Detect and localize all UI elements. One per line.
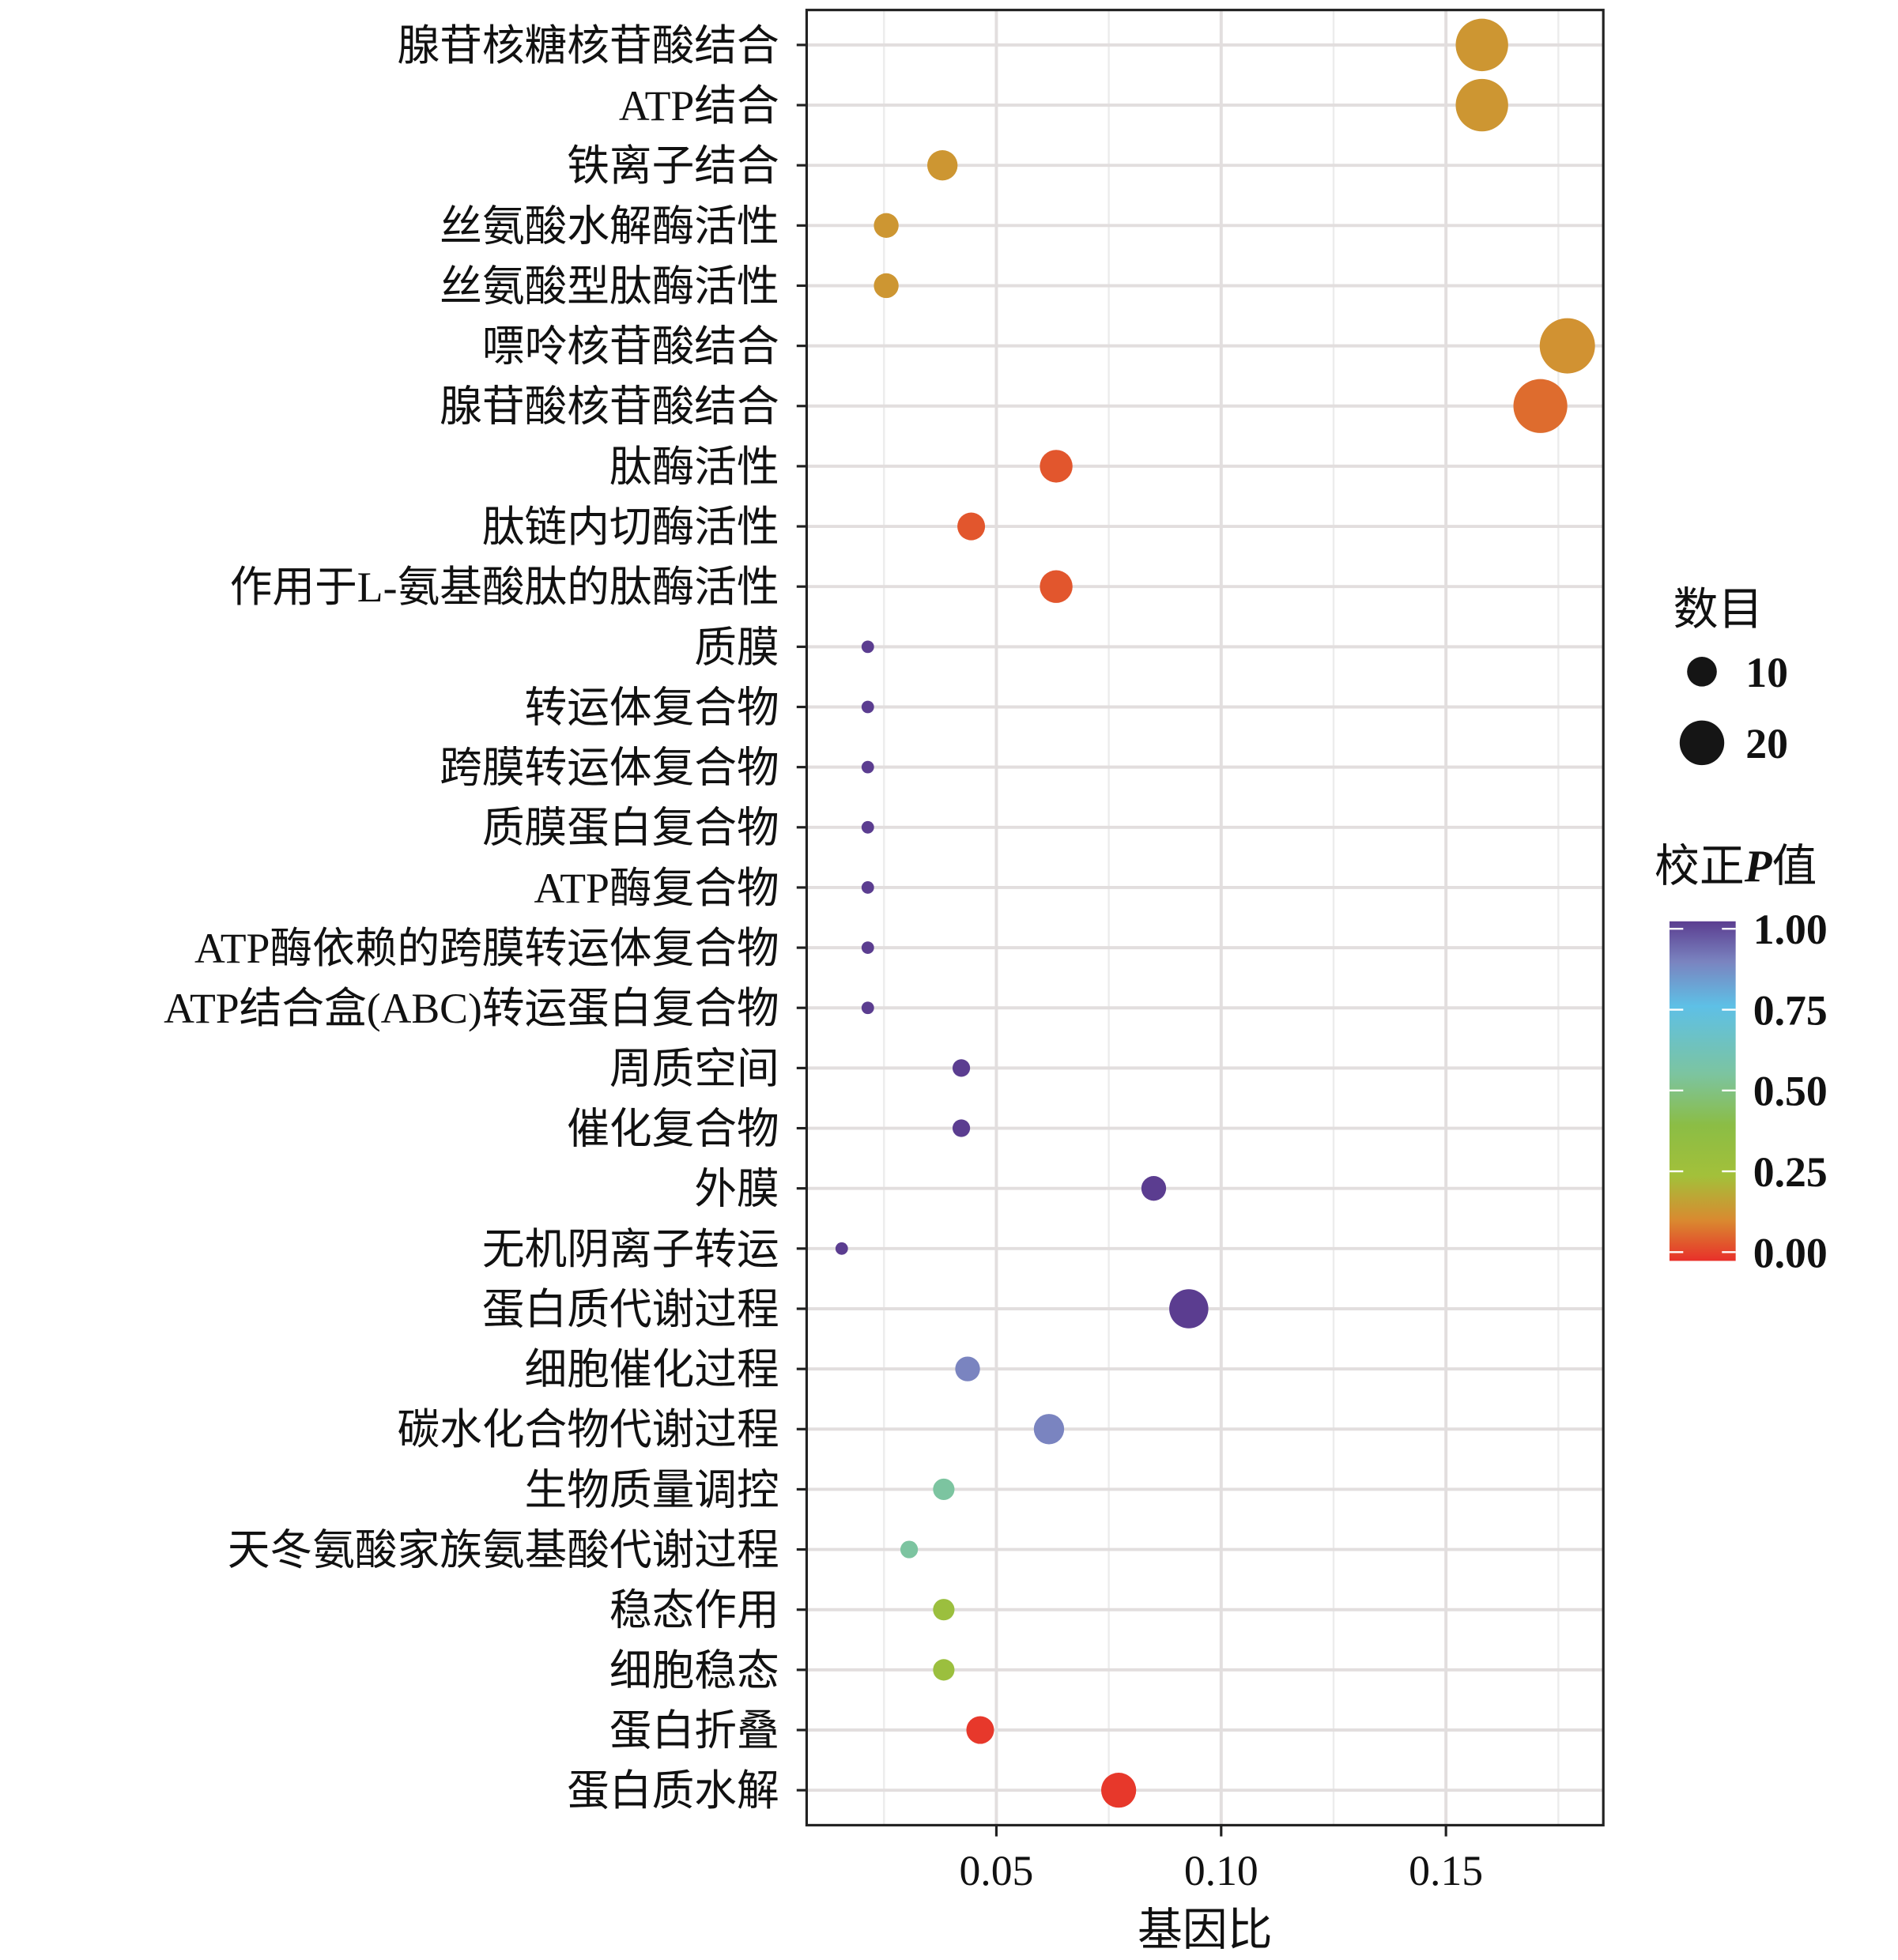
data-point xyxy=(835,1242,848,1255)
data-point xyxy=(861,1001,874,1015)
y-tick-label: ATP结合盒(ABC)转运蛋白复合物 xyxy=(164,985,779,1032)
x-tick-label: 0.15 xyxy=(1409,1847,1483,1894)
data-point xyxy=(1040,570,1073,603)
data-point xyxy=(926,149,958,181)
y-tick-label: 外膜 xyxy=(694,1166,779,1213)
y-tick-label: 稳态作用 xyxy=(609,1587,779,1634)
data-point xyxy=(900,1540,919,1559)
y-tick-label: 碳水化合物代谢过程 xyxy=(397,1406,779,1453)
size-legend-title: 数目 xyxy=(1673,585,1764,635)
size-legend-label: 20 xyxy=(1745,720,1788,767)
data-point xyxy=(861,941,874,954)
data-point xyxy=(874,213,899,238)
color-legend-label: 0.75 xyxy=(1753,986,1828,1034)
data-point xyxy=(1100,1773,1137,1808)
plot-panel-border xyxy=(805,9,1605,1826)
y-tick-label: 肽链内切酶活性 xyxy=(482,503,779,551)
y-tick-label: 肽酶活性 xyxy=(609,443,779,491)
data-point xyxy=(861,820,874,834)
data-point xyxy=(1455,18,1508,72)
data-point xyxy=(1455,78,1508,132)
y-tick-label: 丝氨酸型肽酶活性 xyxy=(440,262,779,310)
color-legend-title: 校正P值 xyxy=(1655,842,1817,891)
y-tick-label: 转运体复合物 xyxy=(525,684,779,731)
color-legend-label: 1.00 xyxy=(1753,906,1828,953)
y-tick-label: 蛋白折叠 xyxy=(609,1707,779,1755)
y-tick-label: 腺苷酸核苷酸结合 xyxy=(440,383,779,431)
data-point xyxy=(1169,1289,1209,1329)
size-legend-dot xyxy=(1679,720,1725,766)
y-tick-label: 跨膜转运体复合物 xyxy=(440,744,779,792)
data-point xyxy=(933,1478,955,1501)
y-tick-label: ATP结合 xyxy=(619,82,779,130)
data-point xyxy=(933,1599,955,1621)
size-legend-dot xyxy=(1687,657,1717,687)
x-axis-title: 基因比 xyxy=(1138,1905,1273,1955)
data-point xyxy=(957,512,986,541)
plot-panel-bg xyxy=(806,9,1604,1826)
y-tick-label: 嘌呤核苷酸结合 xyxy=(482,323,779,371)
data-point xyxy=(1033,1414,1065,1445)
data-point xyxy=(861,881,874,894)
data-point xyxy=(861,760,874,774)
data-point xyxy=(1141,1176,1167,1201)
y-tick-label: 铁离子结合 xyxy=(567,142,779,190)
data-point xyxy=(952,1119,971,1137)
x-tick-label: 0.10 xyxy=(1184,1847,1258,1894)
data-point xyxy=(861,700,874,714)
y-tick-label: 细胞稳态 xyxy=(609,1647,779,1694)
color-legend-label: 0.25 xyxy=(1753,1148,1828,1196)
data-point xyxy=(1539,318,1595,374)
data-point xyxy=(1040,450,1073,483)
y-tick-label: 丝氨酸水解酶活性 xyxy=(440,202,779,250)
y-tick-label: 催化复合物 xyxy=(567,1105,779,1152)
y-tick-label: 质膜 xyxy=(694,624,779,671)
data-point xyxy=(966,1716,994,1744)
x-tick-label: 0.05 xyxy=(959,1847,1033,1894)
size-legend-label: 10 xyxy=(1745,649,1788,696)
y-tick-label: ATP酶复合物 xyxy=(534,865,779,912)
data-point xyxy=(861,640,874,654)
y-tick-label: 腺苷核糖核苷酸结合 xyxy=(397,22,779,70)
data-point xyxy=(1513,379,1568,433)
color-legend-label: 0.50 xyxy=(1753,1068,1828,1115)
y-tick-label: 细胞催化过程 xyxy=(525,1346,779,1393)
y-tick-label: 周质空间 xyxy=(609,1045,779,1092)
y-tick-label: 生物质量调控 xyxy=(525,1466,779,1513)
y-tick-label: ATP酶依赖的跨膜转运体复合物 xyxy=(194,925,779,972)
data-point xyxy=(955,1356,980,1381)
data-point xyxy=(874,273,899,299)
y-tick-label: 质膜蛋白复合物 xyxy=(482,805,779,852)
color-legend-label: 0.00 xyxy=(1753,1229,1828,1276)
data-point xyxy=(933,1659,955,1681)
y-tick-label: 作用于L-氨基酸肽的肽酶活性 xyxy=(230,564,779,611)
data-point xyxy=(952,1059,971,1077)
y-tick-label: 无机阴离子转运 xyxy=(482,1226,779,1273)
y-tick-label: 天冬氨酸家族氨基酸代谢过程 xyxy=(228,1527,779,1574)
y-tick-label: 蛋白质水解 xyxy=(567,1767,779,1815)
y-tick-label: 蛋白质代谢过程 xyxy=(482,1286,779,1333)
